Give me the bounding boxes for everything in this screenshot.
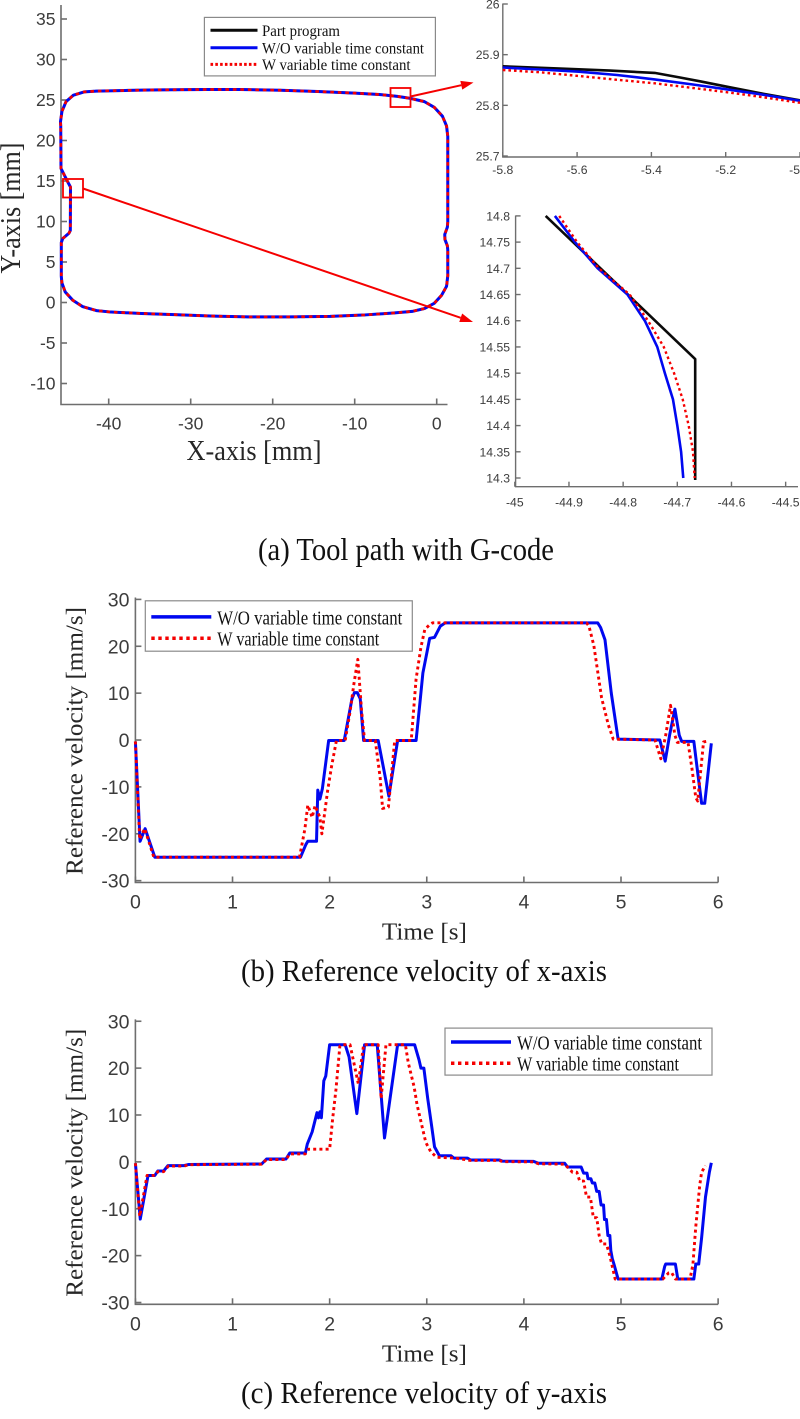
svg-text:4: 4: [518, 1313, 529, 1335]
svg-text:14.75: 14.75: [480, 236, 511, 250]
svg-text:30: 30: [108, 1011, 130, 1033]
svg-text:0: 0: [46, 293, 56, 313]
svg-text:6: 6: [713, 892, 724, 914]
svg-text:-10: -10: [101, 777, 129, 799]
svg-text:-5.4: -5.4: [641, 163, 662, 177]
svg-text:Reference velocity [mm/s]: Reference velocity [mm/s]: [63, 607, 89, 875]
svg-text:W variable time constant: W variable time constant: [217, 630, 379, 651]
svg-text:Time [s]: Time [s]: [382, 1341, 467, 1367]
svg-text:5: 5: [616, 892, 627, 914]
svg-text:-20: -20: [101, 1246, 129, 1268]
svg-text:-5: -5: [789, 163, 800, 177]
svg-text:-5.6: -5.6: [567, 163, 588, 177]
svg-text:-44.6: -44.6: [718, 496, 746, 510]
svg-text:15: 15: [36, 171, 55, 191]
svg-text:-30: -30: [178, 414, 204, 434]
svg-text:W/O variable time constant: W/O variable time constant: [517, 1034, 702, 1055]
svg-text:25.7: 25.7: [476, 150, 500, 164]
svg-text:14.65: 14.65: [480, 288, 511, 302]
svg-text:14.4: 14.4: [486, 419, 510, 433]
svg-text:X-axis [mm]: X-axis [mm]: [187, 436, 322, 467]
svg-text:4: 4: [518, 892, 529, 914]
svg-text:14.6: 14.6: [486, 314, 510, 328]
svg-text:-10: -10: [342, 414, 368, 434]
svg-text:0: 0: [432, 414, 442, 434]
svg-text:25: 25: [36, 90, 55, 110]
svg-text:-30: -30: [101, 1293, 129, 1315]
svg-text:30: 30: [108, 589, 130, 611]
svg-text:2: 2: [324, 1313, 335, 1335]
svg-text:3: 3: [421, 1313, 432, 1335]
svg-text:(a) Tool path with G-code: (a) Tool path with G-code: [258, 532, 554, 567]
svg-text:-44.9: -44.9: [555, 496, 583, 510]
svg-text:20: 20: [108, 636, 130, 658]
svg-text:(b) Reference velocity of x-ax: (b) Reference velocity of x-axis: [241, 953, 607, 988]
svg-text:W variable time constant: W variable time constant: [262, 57, 411, 74]
svg-text:35: 35: [36, 9, 55, 29]
svg-text:0: 0: [130, 1313, 141, 1335]
svg-text:5: 5: [46, 252, 56, 272]
svg-text:14.3: 14.3: [486, 472, 510, 486]
svg-text:Reference velocity [mm/s]: Reference velocity [mm/s]: [63, 1029, 89, 1297]
svg-text:-5: -5: [40, 333, 56, 353]
svg-text:14.8: 14.8: [486, 209, 510, 223]
svg-text:25.9: 25.9: [476, 48, 500, 62]
svg-text:14.55: 14.55: [480, 340, 511, 354]
svg-text:-40: -40: [96, 414, 122, 434]
svg-text:6: 6: [713, 1313, 724, 1335]
svg-text:W/O variable time constant: W/O variable time constant: [262, 40, 425, 57]
svg-text:26: 26: [486, 0, 500, 12]
svg-text:14.35: 14.35: [480, 445, 511, 459]
svg-text:14.5: 14.5: [486, 367, 510, 381]
svg-text:W/O variable time constant: W/O variable time constant: [217, 608, 402, 629]
svg-text:1: 1: [227, 1313, 238, 1335]
svg-text:5: 5: [616, 1313, 627, 1335]
svg-text:W variable time constant: W variable time constant: [517, 1055, 679, 1076]
svg-text:1: 1: [227, 892, 238, 914]
svg-text:2: 2: [324, 892, 335, 914]
svg-text:0: 0: [119, 1152, 130, 1174]
svg-text:10: 10: [108, 683, 130, 705]
svg-text:-45: -45: [506, 496, 524, 510]
svg-text:25.8: 25.8: [476, 99, 500, 113]
svg-text:Time [s]: Time [s]: [382, 920, 467, 946]
svg-text:-44.7: -44.7: [663, 496, 691, 510]
svg-text:20: 20: [36, 131, 56, 151]
svg-text:10: 10: [36, 212, 56, 232]
svg-text:-44.5: -44.5: [772, 496, 800, 510]
svg-text:3: 3: [421, 892, 432, 914]
svg-text:-10: -10: [101, 1199, 129, 1221]
svg-text:30: 30: [36, 50, 56, 70]
svg-text:-20: -20: [260, 414, 286, 434]
svg-text:20: 20: [108, 1058, 130, 1080]
svg-text:-5.2: -5.2: [715, 163, 736, 177]
svg-text:Y-axis [mm]: Y-axis [mm]: [0, 143, 27, 274]
svg-text:-5.8: -5.8: [492, 163, 513, 177]
svg-text:14.45: 14.45: [480, 393, 511, 407]
svg-text:-44.8: -44.8: [609, 496, 637, 510]
svg-text:-10: -10: [30, 374, 56, 394]
svg-text:-30: -30: [101, 871, 129, 893]
svg-text:0: 0: [119, 730, 130, 752]
svg-text:Part program: Part program: [262, 23, 341, 40]
svg-text:0: 0: [130, 892, 141, 914]
svg-text:10: 10: [108, 1105, 130, 1127]
svg-text:-20: -20: [101, 824, 129, 846]
svg-text:14.7: 14.7: [486, 262, 510, 276]
svg-text:(c) Reference velocity of y-ax: (c) Reference velocity of y-axis: [241, 1375, 607, 1410]
